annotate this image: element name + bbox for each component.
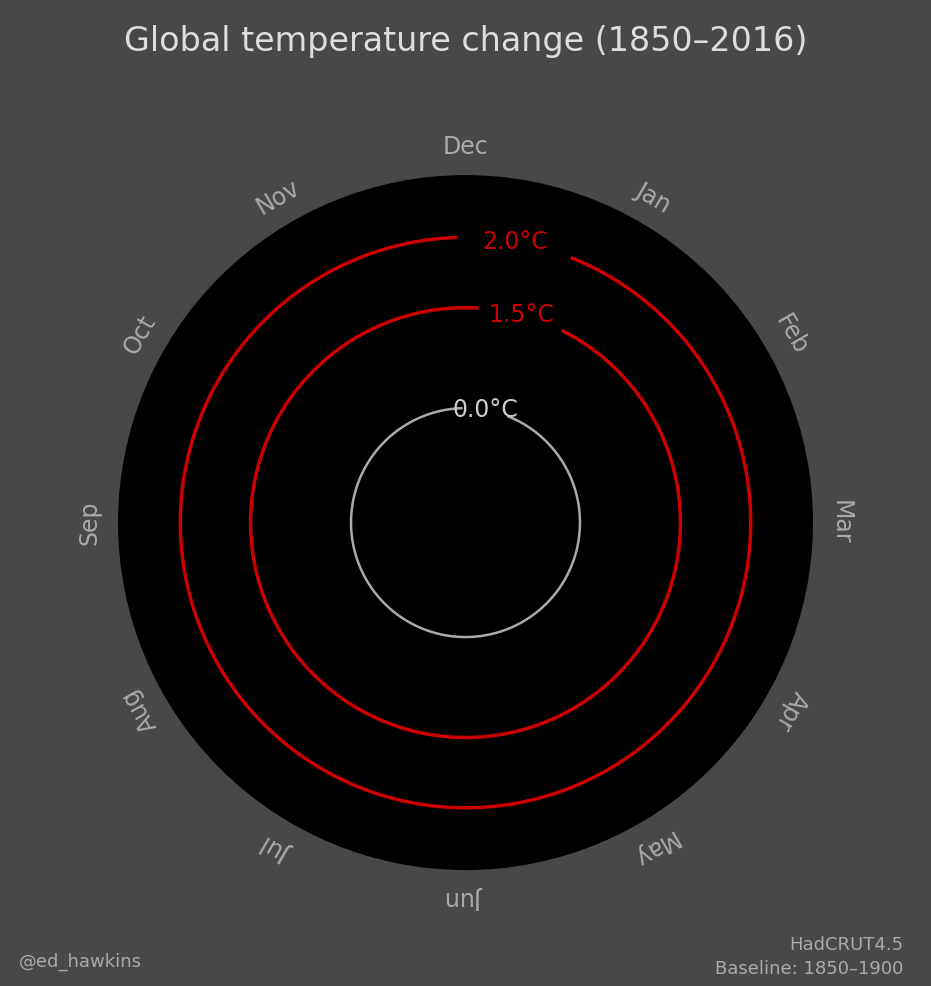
Text: Global temperature change (1850–2016): Global temperature change (1850–2016): [124, 25, 807, 57]
Text: May: May: [627, 825, 681, 871]
Text: Jun: Jun: [447, 886, 484, 910]
Text: Aug: Aug: [118, 684, 162, 737]
Text: 2.0°C: 2.0°C: [482, 230, 548, 253]
Text: Jan: Jan: [631, 177, 675, 217]
Text: 1.5°C: 1.5°C: [488, 303, 554, 327]
Text: HadCRUT4.5: HadCRUT4.5: [789, 937, 903, 954]
Text: Apr: Apr: [770, 686, 812, 734]
Text: 0.0°C: 0.0°C: [452, 397, 519, 422]
Text: Baseline: 1850–1900: Baseline: 1850–1900: [715, 960, 903, 978]
Text: Oct: Oct: [119, 311, 161, 359]
Text: Nov: Nov: [251, 176, 304, 219]
Text: Sep: Sep: [78, 500, 101, 545]
Text: Dec: Dec: [442, 135, 489, 159]
Circle shape: [118, 176, 813, 870]
Text: Feb: Feb: [770, 311, 812, 359]
Text: Mar: Mar: [830, 500, 853, 545]
Text: Jul: Jul: [259, 830, 296, 866]
Text: @ed_hawkins: @ed_hawkins: [19, 952, 142, 971]
